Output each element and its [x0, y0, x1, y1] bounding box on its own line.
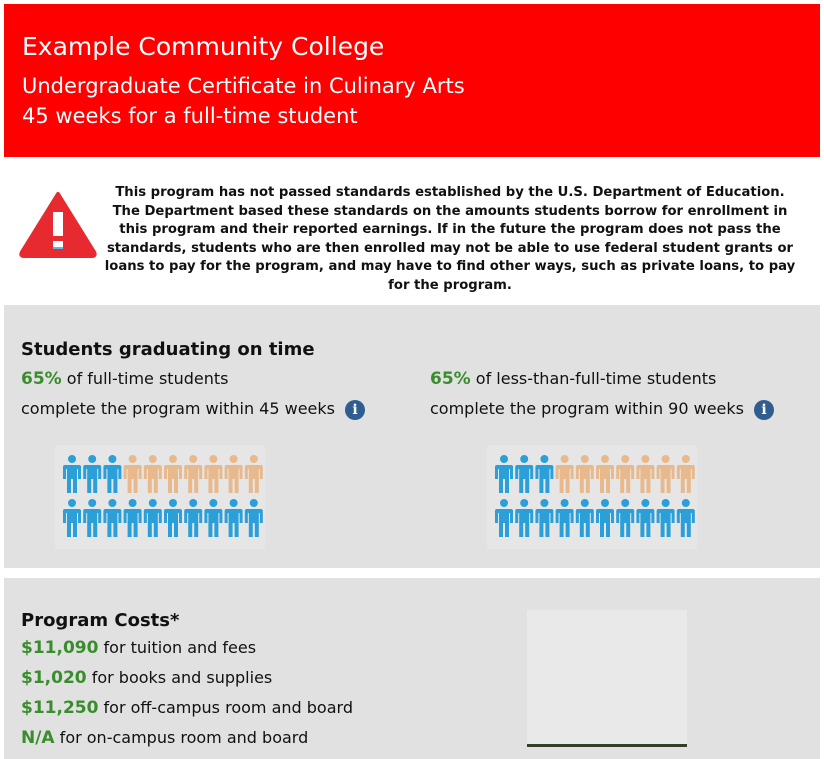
person-completed-icon	[535, 499, 554, 537]
warning-text: This program has not passed standards es…	[104, 185, 796, 293]
person-completed-icon	[495, 499, 513, 537]
person-completed-icon	[495, 455, 513, 493]
part-time-completion-graphic	[487, 445, 697, 549]
person-not-completed-icon	[656, 455, 675, 493]
person-completed-icon	[143, 499, 162, 537]
person-completed-icon	[244, 499, 263, 537]
person-not-completed-icon	[596, 455, 614, 493]
person-not-completed-icon	[636, 455, 655, 493]
person-completed-icon	[63, 455, 81, 493]
person-completed-icon	[676, 499, 695, 537]
person-not-completed-icon	[555, 455, 574, 493]
person-not-completed-icon	[123, 455, 142, 493]
full-time-completion-graphic	[55, 445, 265, 549]
graduation-title: Students graduating on time	[21, 339, 315, 360]
person-completed-icon	[596, 499, 614, 537]
person-completed-icon	[515, 455, 534, 493]
full-time-label: of full-time students	[61, 369, 229, 388]
program-duration: 45 weeks for a full-time student	[22, 104, 358, 128]
header-banner: Example Community College Undergraduate …	[4, 4, 820, 157]
cost-graphic-placeholder	[527, 610, 687, 747]
person-completed-icon	[103, 455, 122, 493]
person-completed-icon	[63, 499, 81, 537]
person-not-completed-icon	[224, 455, 243, 493]
full-time-completion: complete the program within 45 weeks	[21, 399, 335, 418]
cost-item: $11,090 for tuition and fees	[21, 638, 257, 658]
person-not-completed-icon	[184, 455, 203, 493]
person-completed-icon	[123, 499, 142, 537]
person-not-completed-icon	[244, 455, 263, 493]
person-completed-icon	[184, 499, 203, 537]
person-completed-icon	[103, 499, 122, 537]
costs-section: Program Costs* $11,090 for tuition and f…	[4, 578, 820, 759]
part-time-pct: 65%	[430, 369, 471, 389]
program-name: Undergraduate Certificate in Culinary Ar…	[22, 74, 465, 98]
warning-triangle-icon	[19, 192, 97, 258]
person-not-completed-icon	[616, 455, 635, 493]
cost-item: $1,020 for books and supplies	[21, 668, 273, 688]
info-icon[interactable]: i	[753, 399, 774, 420]
part-time-label: of less-than-full-time students	[470, 369, 717, 388]
person-completed-icon	[575, 499, 594, 537]
person-not-completed-icon	[164, 455, 182, 493]
college-name: Example Community College	[22, 32, 385, 61]
person-completed-icon	[555, 499, 574, 537]
cost-item: $11,250 for off-campus room and board	[21, 698, 353, 718]
person-completed-icon	[616, 499, 635, 537]
person-completed-icon	[83, 455, 102, 493]
full-time-pct: 65%	[21, 369, 62, 389]
person-not-completed-icon	[575, 455, 594, 493]
person-completed-icon	[636, 499, 655, 537]
person-not-completed-icon	[143, 455, 162, 493]
person-completed-icon	[515, 499, 534, 537]
person-not-completed-icon	[676, 455, 695, 493]
part-time-completion: complete the program within 90 weeks	[430, 399, 744, 418]
costs-title: Program Costs*	[21, 610, 180, 631]
person-completed-icon	[224, 499, 243, 537]
person-completed-icon	[83, 499, 102, 537]
person-not-completed-icon	[204, 455, 223, 493]
person-completed-icon	[535, 455, 554, 493]
person-completed-icon	[656, 499, 675, 537]
info-icon[interactable]: i	[344, 399, 365, 420]
person-completed-icon	[164, 499, 182, 537]
graduation-section: Students graduating on time 65% of full-…	[4, 305, 820, 568]
cost-item: N/A for on-campus room and board	[21, 728, 309, 748]
person-completed-icon	[204, 499, 223, 537]
